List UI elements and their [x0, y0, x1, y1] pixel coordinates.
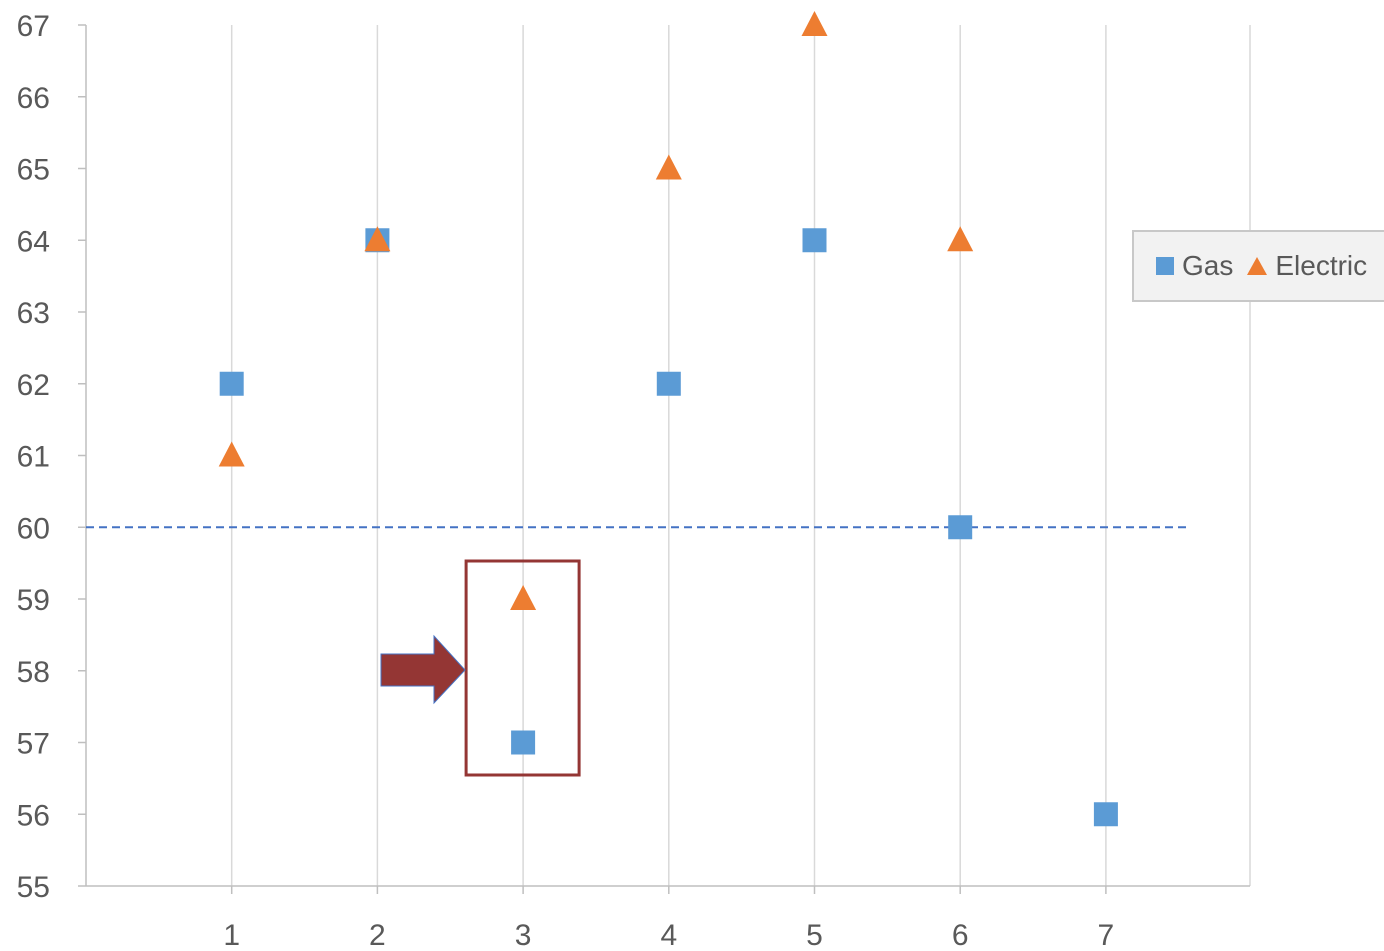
legend-swatch-gas: [1156, 257, 1174, 275]
y-tick-label: 65: [17, 154, 50, 187]
point-gas: [1093, 802, 1118, 827]
point-electric: [218, 441, 245, 467]
y-tick-label: 57: [17, 728, 50, 761]
legend-swatch-electric: [1247, 257, 1268, 275]
legend-label-electric: Electric: [1275, 250, 1368, 281]
point-electric: [801, 11, 828, 36]
y-tick-label: 61: [17, 441, 50, 474]
point-electric: [510, 585, 537, 610]
x-tick-label: 2: [369, 919, 386, 951]
data-points: [218, 11, 1118, 827]
legend-item-gas: Gas: [1156, 250, 1233, 282]
y-tick-label: 59: [17, 584, 50, 617]
x-tick-label: 5: [806, 919, 823, 951]
point-gas: [802, 228, 827, 253]
y-tick-label: 63: [17, 297, 50, 330]
point-gas: [948, 515, 973, 540]
point-electric: [947, 226, 974, 252]
y-tick-label: 67: [17, 10, 50, 43]
y-tick-label: 60: [17, 512, 50, 545]
axes: [78, 24, 1250, 894]
annotation-group: [380, 559, 581, 777]
point-gas: [219, 371, 244, 396]
y-tick-label: 58: [17, 656, 50, 689]
gridlines: [230, 25, 1251, 886]
y-tick-label: 55: [17, 871, 50, 904]
x-tick-label: 6: [952, 919, 969, 951]
legend-label-gas: Gas: [1182, 250, 1234, 281]
point-electric: [655, 154, 682, 180]
y-tick-label: 56: [17, 799, 50, 832]
point-electric: [364, 226, 391, 252]
legend: Gas Electric: [1132, 230, 1384, 302]
legend-item-electric: Electric: [1247, 250, 1367, 282]
x-tick-label: 3: [515, 919, 532, 951]
point-gas: [656, 371, 681, 396]
x-tick-label: 7: [1098, 919, 1115, 951]
highlight-box: [464, 559, 581, 777]
arrow-icon: [380, 634, 466, 705]
y-tick-label: 64: [17, 225, 50, 258]
x-tick-label: 1: [223, 919, 240, 951]
x-tick-label: 4: [660, 919, 677, 951]
point-gas: [511, 730, 536, 755]
y-tick-label: 66: [17, 82, 50, 115]
y-tick-label: 62: [17, 369, 50, 402]
